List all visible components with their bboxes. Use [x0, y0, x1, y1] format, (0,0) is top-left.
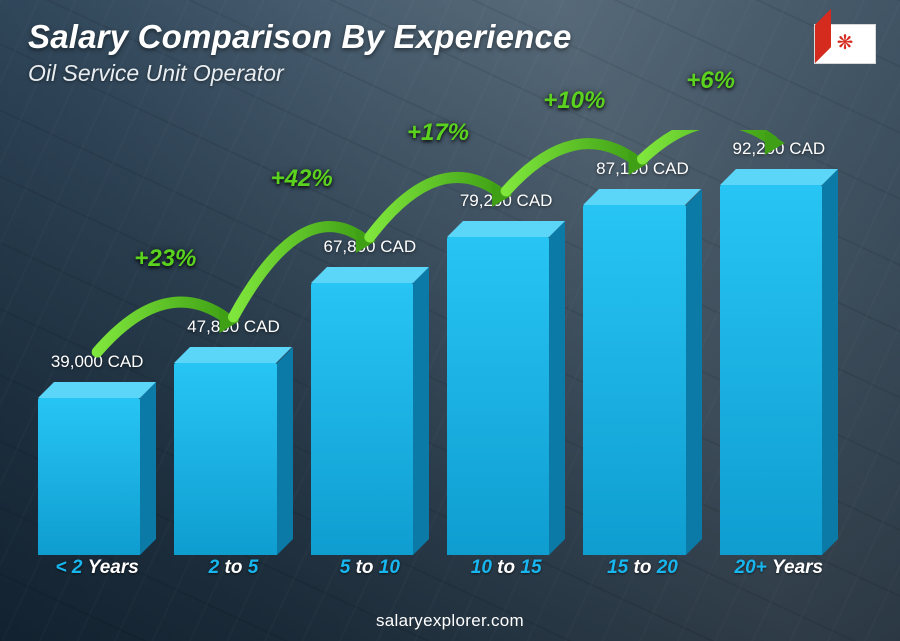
infographic-stage: Salary Comparison By Experience Oil Serv… [0, 0, 900, 641]
bar [447, 237, 565, 555]
bar [38, 398, 156, 555]
bar [720, 185, 838, 555]
bar-group: 39,000 CAD47,800 CAD67,800 CAD79,200 CAD… [38, 130, 838, 555]
bar-value-label: 67,800 CAD [324, 237, 417, 257]
pct-increase-label: +6% [686, 67, 735, 95]
pct-increase-label: +17% [407, 119, 469, 147]
x-axis-label: 15 to 20 [583, 557, 701, 581]
canada-flag-icon: ❋ [814, 24, 876, 64]
x-axis-label: 5 to 10 [311, 557, 429, 581]
title-block: Salary Comparison By Experience Oil Serv… [28, 18, 572, 87]
bar [583, 205, 701, 555]
bar [311, 283, 429, 555]
bar-chart: 39,000 CAD47,800 CAD67,800 CAD79,200 CAD… [38, 130, 838, 581]
bar-value-label: 79,200 CAD [460, 191, 553, 211]
bar-column: 87,100 CAD [583, 205, 701, 555]
x-axis-label: 20+ Years [720, 557, 838, 581]
page-subtitle: Oil Service Unit Operator [28, 60, 572, 87]
bar-value-label: 87,100 CAD [596, 159, 689, 179]
bar-value-label: 39,000 CAD [51, 352, 144, 372]
bar-column: 79,200 CAD [447, 237, 565, 555]
x-axis-label: 2 to 5 [174, 557, 292, 581]
x-axis-labels: < 2 Years 2 to 5 5 to 10 10 to 15 15 to 20 20… [38, 557, 838, 581]
bar-value-label: 47,800 CAD [187, 317, 280, 337]
bar [174, 363, 292, 555]
pct-increase-label: +23% [134, 245, 196, 273]
maple-leaf-icon: ❋ [837, 33, 854, 53]
bar-column: 67,800 CAD [311, 283, 429, 555]
bar-column: 47,800 CAD [174, 363, 292, 555]
pct-increase-label: +42% [271, 165, 333, 193]
pct-increase-label: +10% [543, 87, 605, 115]
footer-source: salaryexplorer.com [0, 611, 900, 631]
bar-column: 92,200 CAD [720, 185, 838, 555]
page-title: Salary Comparison By Experience [28, 18, 572, 56]
bar-value-label: 92,200 CAD [732, 139, 825, 159]
x-axis-label: < 2 Years [38, 557, 156, 581]
bar-column: 39,000 CAD [38, 398, 156, 555]
x-axis-label: 10 to 15 [447, 557, 565, 581]
